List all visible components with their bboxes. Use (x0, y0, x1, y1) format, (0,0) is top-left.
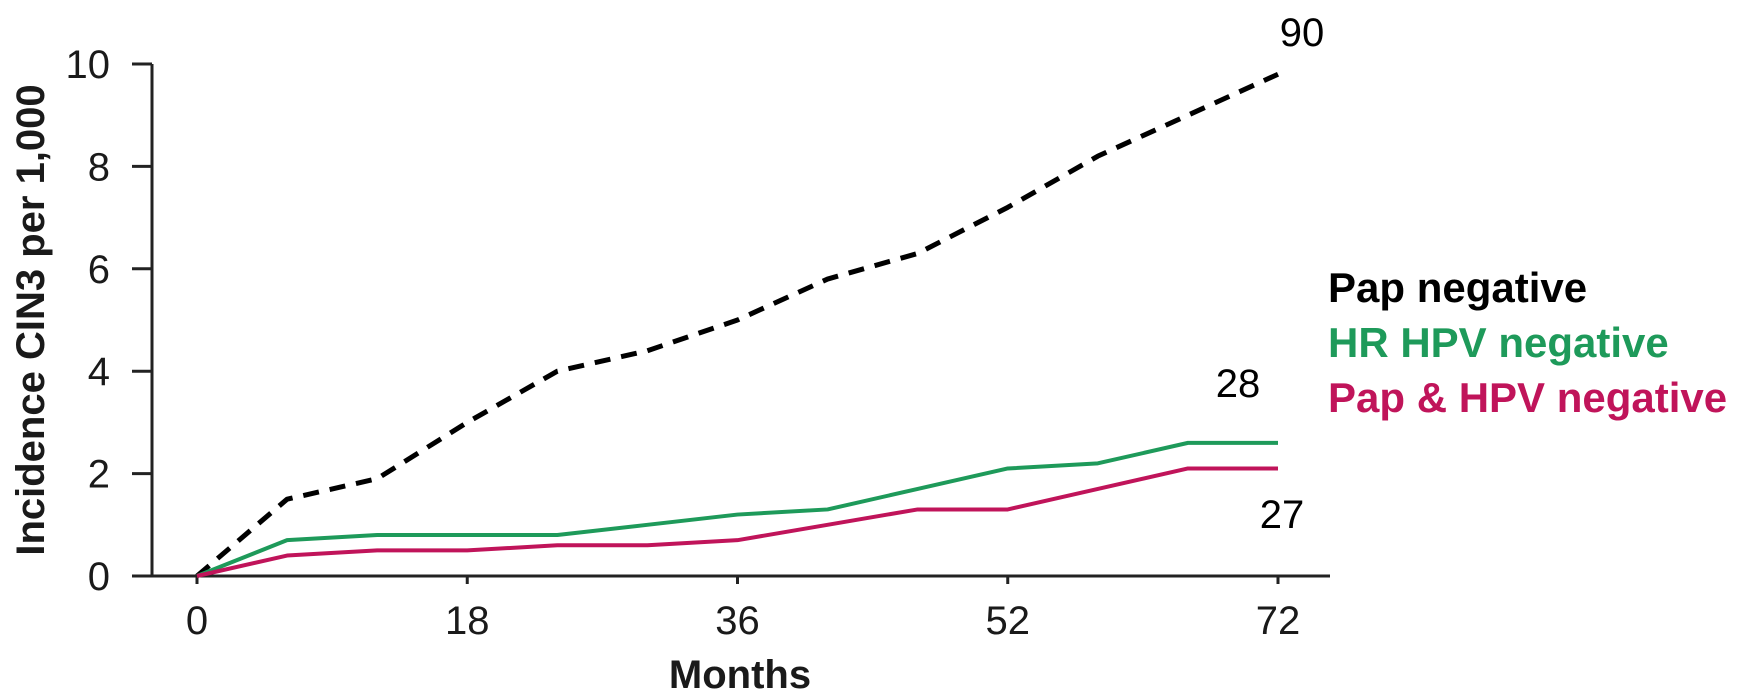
x-tick-label: 52 (986, 599, 1031, 643)
series-layer (195, 71, 1280, 578)
series-line-0 (195, 71, 1280, 578)
series-line-1 (196, 440, 1278, 578)
axes: 0 2 4 6 8 10 0 18 36 52 72 Months Incidence CIN3 per… (9, 43, 1330, 690)
series-end-label-1: 28 (1216, 362, 1261, 406)
y-axis-title: Incidence CIN3 per 1,000 (9, 84, 53, 555)
legend-item-2: Pap & HPV negative (1328, 374, 1727, 421)
x-axis-title: Months (669, 653, 811, 690)
labels-layer: 90 28 27 (1216, 11, 1325, 537)
legend: Pap negative HR HPV negative Pap & HPV neg… (1328, 264, 1727, 421)
x-tick-label: 0 (186, 599, 208, 643)
x-tick-label: 36 (715, 599, 760, 643)
x-tick-label: 72 (1256, 599, 1301, 643)
x-tick-label: 18 (445, 599, 490, 643)
y-tick-label: 6 (88, 248, 110, 292)
series-line-2 (196, 466, 1278, 578)
series-end-label-0: 90 (1280, 11, 1325, 55)
y-tick-label: 0 (88, 555, 110, 599)
series-end-label-2: 27 (1260, 493, 1305, 537)
legend-item-1: HR HPV negative (1328, 319, 1669, 366)
y-tick-label: 4 (88, 350, 110, 394)
y-tick-label: 8 (88, 145, 110, 189)
legend-item-0: Pap negative (1328, 264, 1587, 311)
y-tick-label: 10 (66, 43, 111, 87)
y-tick-label: 2 (88, 453, 110, 497)
